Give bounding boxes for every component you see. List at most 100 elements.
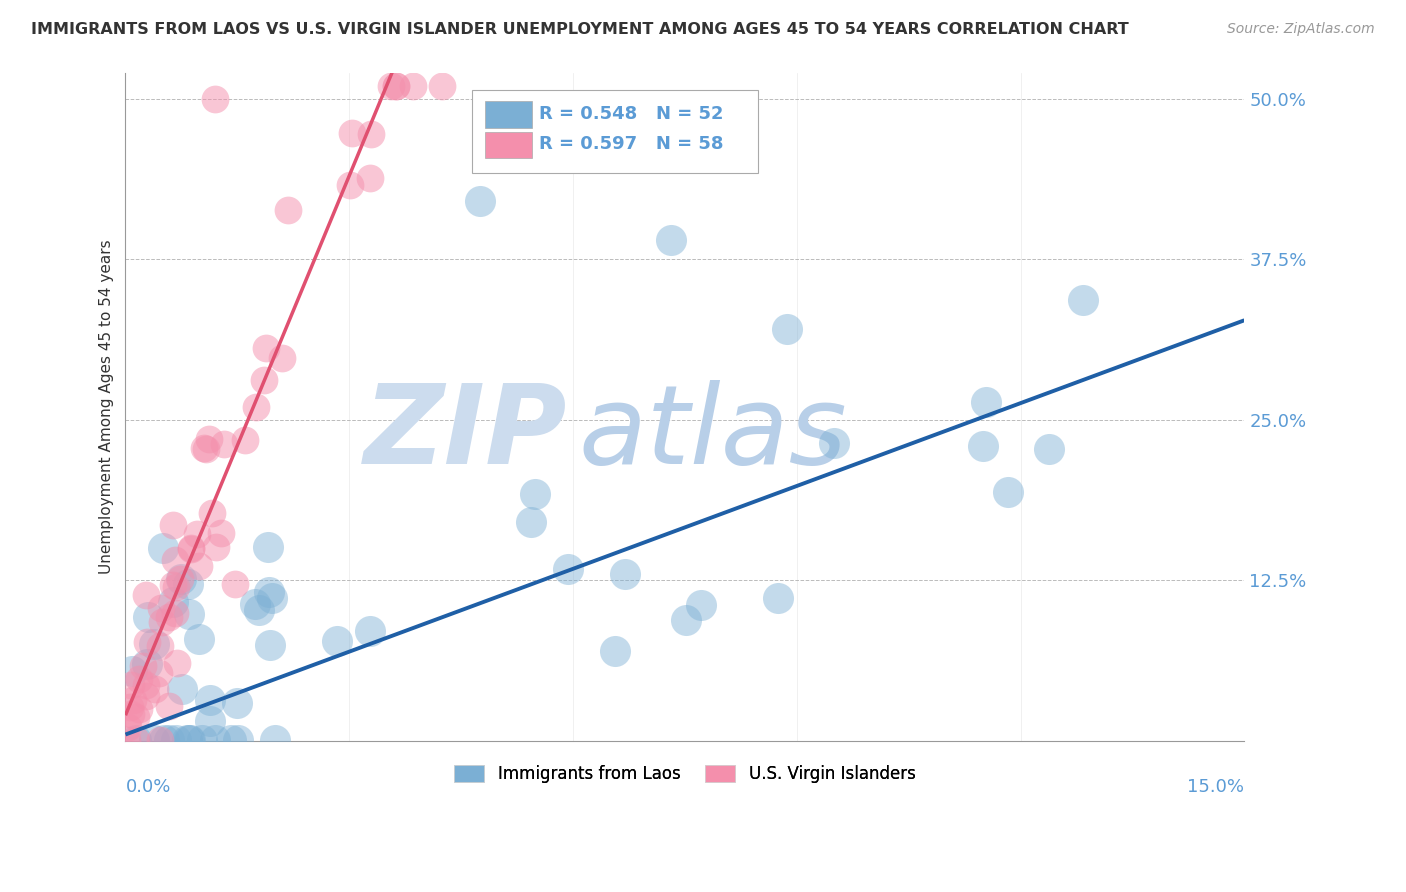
Point (152, 541, 174, 555)
Text: IMMIGRANTS FROM LAOS VS U.S. VIRGIN ISLANDER UNEMPLOYMENT AMONG AGES 45 TO 54 YE: IMMIGRANTS FROM LAOS VS U.S. VIRGIN ISLA… (31, 22, 1129, 37)
Point (135, 689, 157, 703)
Point (186, 526, 208, 541)
Point (200, 692, 222, 706)
Point (165, 732, 187, 747)
Point (162, 518, 184, 533)
Point (201, 506, 224, 520)
Point (177, 607, 200, 622)
Point (115, 732, 138, 747)
Point (132, 658, 155, 673)
Point (360, 171, 382, 186)
Point (212, 437, 235, 451)
Point (1073, 293, 1095, 308)
Point (143, 732, 166, 747)
FancyBboxPatch shape (485, 132, 531, 159)
Point (259, 638, 281, 652)
Point (224, 576, 246, 591)
Text: R = 0.597   N = 58: R = 0.597 N = 58 (540, 135, 724, 153)
Point (1038, 442, 1060, 456)
Point (177, 732, 200, 747)
Point (125, 732, 148, 747)
Point (165, 552, 187, 566)
Point (125, 710, 148, 724)
Point (603, 644, 626, 658)
Point (380, 78, 402, 93)
Point (150, 601, 173, 615)
Legend: Immigrants from Laos, U.S. Virgin Islanders: Immigrants from Laos, U.S. Virgin Island… (447, 758, 922, 789)
Point (157, 610, 180, 624)
Point (121, 664, 143, 678)
Point (195, 442, 218, 456)
Point (150, 615, 173, 630)
Point (135, 588, 157, 602)
Point (360, 127, 382, 141)
Point (117, 719, 139, 733)
Point (165, 580, 187, 594)
Point (972, 439, 994, 453)
Point (165, 606, 187, 620)
Point (219, 732, 242, 747)
Point (257, 585, 280, 599)
Point (153, 732, 176, 747)
Point (148, 665, 170, 680)
Point (359, 624, 381, 639)
Point (997, 484, 1019, 499)
Point (254, 341, 277, 355)
Point (190, 732, 212, 747)
Point (169, 572, 191, 586)
Point (613, 567, 636, 582)
Point (172, 682, 194, 697)
Text: 0.0%: 0.0% (125, 778, 172, 796)
Point (253, 373, 276, 387)
Point (120, 700, 142, 714)
Point (974, 395, 997, 409)
Point (136, 610, 159, 624)
Point (188, 559, 211, 574)
Point (162, 595, 184, 609)
Point (143, 637, 166, 651)
Point (179, 732, 201, 747)
Point (470, 194, 492, 209)
Point (120, 706, 142, 721)
Point (120, 678, 142, 692)
Point (204, 732, 226, 747)
Point (205, 540, 228, 554)
Point (823, 436, 845, 450)
Point (256, 541, 278, 555)
Point (557, 561, 579, 575)
Point (136, 635, 159, 649)
Point (260, 591, 283, 605)
Point (145, 682, 167, 697)
Point (193, 441, 215, 455)
Point (340, 126, 363, 140)
Point (520, 515, 543, 529)
Text: atlas: atlas (579, 380, 848, 487)
Point (766, 591, 789, 606)
Point (277, 203, 299, 218)
Text: Source: ZipAtlas.com: Source: ZipAtlas.com (1227, 22, 1375, 37)
Point (385, 78, 408, 93)
Point (339, 178, 361, 192)
Text: R = 0.548   N = 52: R = 0.548 N = 52 (540, 105, 724, 123)
Point (187, 632, 209, 646)
FancyBboxPatch shape (472, 90, 758, 173)
Y-axis label: Unemployment Among Ages 45 to 54 years: Unemployment Among Ages 45 to 54 years (100, 240, 114, 574)
Point (243, 597, 266, 611)
Point (149, 639, 172, 653)
Text: ZIP: ZIP (364, 380, 568, 487)
Point (128, 702, 150, 716)
Point (245, 400, 267, 414)
Point (235, 434, 257, 448)
Point (170, 572, 193, 586)
Point (524, 487, 547, 501)
Point (432, 78, 454, 93)
Point (180, 541, 202, 556)
Point (264, 732, 287, 747)
Text: 15.0%: 15.0% (1188, 778, 1244, 796)
Point (157, 732, 180, 747)
Point (180, 541, 202, 555)
Point (135, 678, 157, 692)
Point (271, 351, 294, 365)
Point (198, 432, 221, 446)
Point (166, 657, 188, 671)
